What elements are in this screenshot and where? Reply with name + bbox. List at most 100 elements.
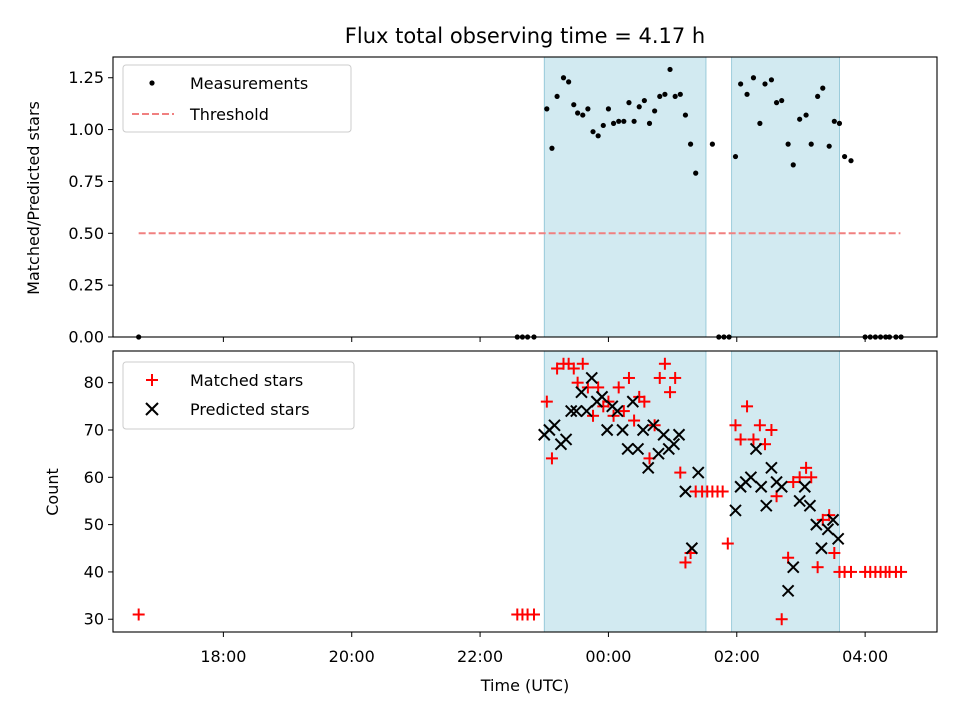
- measurement-point: [744, 91, 750, 97]
- measurement-point: [610, 120, 617, 126]
- predicted-stars-point: [765, 461, 778, 475]
- bottom-y-tick-label: 50: [84, 515, 104, 534]
- predicted-stars-point: [570, 404, 583, 418]
- matched-stars-point: [828, 546, 841, 559]
- top-y-tick-label: 0.50: [68, 224, 104, 243]
- matched-stars-point: [581, 381, 594, 394]
- bottom-series-matched-stars: [132, 357, 908, 626]
- measurement-point: [560, 75, 567, 81]
- bottom-legend: Matched stars Predicted stars: [122, 361, 355, 430]
- top-axes-frame: [112, 56, 938, 338]
- predicted-stars-point: [667, 437, 681, 451]
- predicted-stars-point: [685, 542, 699, 555]
- predicted-stars-point: [621, 442, 634, 456]
- predicted-stars-point: [679, 485, 692, 498]
- measurement-point: [600, 122, 606, 129]
- measurement-point: [616, 118, 622, 124]
- predicted-stars-point: [585, 371, 598, 385]
- measurement-point: [646, 120, 653, 126]
- bottom-x-ticks: 18:00 20:00 22:00 00:00 02:00 04:00: [200, 647, 888, 666]
- legend-predicted-marker: [145, 402, 159, 416]
- bottom-y-tick-label: 30: [84, 610, 104, 629]
- matched-stars-point: [741, 400, 754, 413]
- bottom-axes-frame: [112, 350, 938, 633]
- measurement-point: [757, 120, 763, 126]
- measurement-point: [785, 141, 791, 147]
- predicted-stars-point: [616, 423, 629, 437]
- predicted-stars-point: [729, 504, 742, 517]
- measurement-point: [662, 91, 668, 97]
- matched-stars-point: [527, 608, 540, 621]
- predicted-stars-point: [559, 433, 573, 446]
- matched-stars-point: [540, 395, 553, 408]
- top-y-tick-label: 0.75: [68, 172, 104, 191]
- measurement-point: [621, 118, 627, 124]
- legend-threshold-label: Threshold: [189, 105, 269, 124]
- predicted-stars-point: [775, 480, 788, 493]
- matched-stars-point: [753, 419, 766, 432]
- measurement-point: [636, 104, 642, 110]
- measurement-point: [641, 97, 647, 104]
- measurement-point: [826, 143, 832, 149]
- top-y-tick-label: 0.00: [68, 328, 104, 347]
- x-tick-label-1800: 18:00: [200, 647, 246, 666]
- measurement-point: [571, 102, 577, 108]
- legend-predicted-label: Predicted stars: [190, 400, 310, 419]
- matched-stars-point: [638, 395, 651, 408]
- matched-stars-point: [895, 565, 908, 578]
- top-observing-window-1: [731, 56, 840, 338]
- bottom-y-tick-label: 60: [84, 468, 104, 487]
- predicted-stars-point: [692, 466, 705, 479]
- matched-stars-point: [576, 357, 589, 370]
- predicted-stars-point: [647, 419, 660, 432]
- predicted-stars-point: [642, 461, 655, 475]
- bottom-observing-window-0: [543, 350, 707, 633]
- x-tick-label-0400: 04:00: [842, 647, 888, 666]
- matched-stars-point: [721, 537, 734, 550]
- measurement-point: [682, 112, 689, 118]
- top-series-measurements: [136, 66, 904, 340]
- legend-measurements-label: Measurements: [190, 74, 308, 93]
- predicted-stars-point: [749, 442, 763, 456]
- measurement-point: [566, 79, 572, 85]
- top-legend-box: [122, 64, 352, 133]
- predicted-stars-point: [657, 428, 670, 441]
- matched-stars-point: [592, 381, 605, 394]
- matched-stars-point: [617, 405, 630, 418]
- x-tick-label-2200: 22:00: [457, 647, 503, 666]
- predicted-stars-point: [744, 471, 758, 484]
- predicted-stars-point: [826, 513, 840, 527]
- matched-stars-point: [612, 381, 625, 394]
- measurement-point: [815, 93, 821, 100]
- measurement-point: [554, 93, 560, 100]
- matched-stars-point: [658, 357, 671, 370]
- measurement-point: [762, 81, 768, 87]
- matched-stars-point: [669, 371, 682, 384]
- measurement-point: [631, 118, 637, 124]
- measurement-point: [590, 129, 596, 135]
- matched-stars-point: [551, 362, 564, 375]
- measurement-point: [677, 91, 683, 97]
- matched-stars-point: [805, 471, 818, 484]
- top-observing-window-0: [543, 56, 707, 338]
- measurement-point: [836, 120, 843, 126]
- matched-stars-point: [765, 424, 778, 437]
- matched-stars-point: [811, 561, 824, 574]
- predicted-stars-point: [564, 404, 578, 418]
- predicted-stars-point: [611, 404, 624, 418]
- predicted-stars-point: [787, 560, 800, 574]
- bottom-y-axis-label: Count: [43, 468, 62, 516]
- matched-stars-point: [729, 419, 742, 432]
- predicted-stars-point: [548, 419, 561, 432]
- predicted-stars-point: [803, 499, 817, 512]
- top-y-tick-label: 1.00: [68, 120, 104, 139]
- predicted-stars-point: [760, 499, 773, 512]
- matched-stars-point: [587, 409, 600, 422]
- matched-stars-point: [628, 414, 641, 427]
- matched-stars-point: [664, 386, 677, 399]
- predicted-stars-point: [580, 404, 593, 418]
- top-legend: Measurements Threshold: [122, 64, 352, 133]
- measurement-point: [738, 81, 744, 87]
- top-y-tick-label: 1.25: [68, 68, 104, 87]
